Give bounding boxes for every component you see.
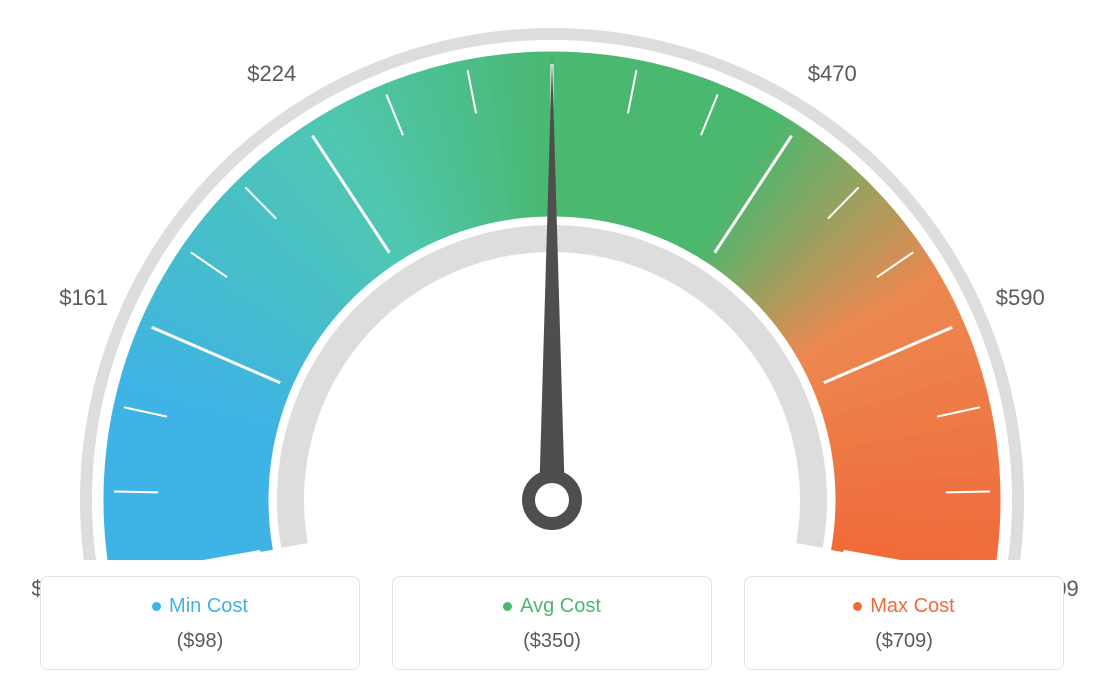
gauge-svg [0,0,1104,560]
legend-title-avg: Avg Cost [503,595,601,618]
legend-card-min: Min Cost ($98) [40,576,360,670]
legend-card-max: Max Cost ($709) [744,576,1064,670]
tick-label: $590 [996,285,1045,311]
tick-label: $161 [59,285,108,311]
legend-label: Avg Cost [520,595,601,618]
legend-title-min: Min Cost [152,595,248,618]
dot-icon [853,602,862,611]
legend-card-avg: Avg Cost ($350) [392,576,712,670]
legend-value: ($350) [403,630,701,653]
dot-icon [503,602,512,611]
gauge-area: $98$161$224$350$470$590$709 [0,0,1104,560]
legend-row: Min Cost ($98) Avg Cost ($350) Max Cost … [0,576,1104,670]
legend-value: ($98) [51,630,349,653]
dot-icon [152,602,161,611]
legend-title-max: Max Cost [853,595,954,618]
tick-label: $224 [247,61,296,87]
legend-label: Max Cost [870,595,954,618]
legend-value: ($709) [755,630,1053,653]
tick-label: $350 [528,0,577,3]
legend-label: Min Cost [169,595,248,618]
tick-label: $470 [808,61,857,87]
chart-container: $98$161$224$350$470$590$709 Min Cost ($9… [0,0,1104,690]
